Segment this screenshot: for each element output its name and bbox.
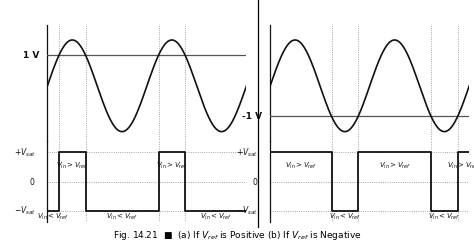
Text: Fig. 14.21  ■  (a) If $V_{ref}$ is Positive (b) If $V_{ref}$ is Negative: Fig. 14.21 ■ (a) If $V_{ref}$ is Positiv… <box>113 229 361 242</box>
Text: 1 V: 1 V <box>23 51 39 60</box>
Text: $V_{in} < V_{ref}$: $V_{in} < V_{ref}$ <box>428 211 460 222</box>
Text: $V_{in} > V_{ref}$: $V_{in} > V_{ref}$ <box>379 161 410 171</box>
Text: $-V_{sat}$: $-V_{sat}$ <box>14 205 36 217</box>
Text: $+V_{sat}$: $+V_{sat}$ <box>237 146 258 159</box>
Text: $V_{in} > V_{ref}$: $V_{in} > V_{ref}$ <box>447 161 474 171</box>
Text: $V_{in} < V_{ref}$: $V_{in} < V_{ref}$ <box>329 211 361 222</box>
Text: $V_{in} < V_{ref}$: $V_{in} < V_{ref}$ <box>37 211 69 222</box>
Text: $V_{in} < V_{ref}$: $V_{in} < V_{ref}$ <box>106 211 138 222</box>
Text: $0$: $0$ <box>29 176 36 187</box>
Text: $+V_{sat}$: $+V_{sat}$ <box>14 146 36 159</box>
Text: $V_{in} > V_{ref}$: $V_{in} > V_{ref}$ <box>56 161 88 171</box>
Text: $V_{in} > V_{ref}$: $V_{in} > V_{ref}$ <box>156 161 188 171</box>
Text: $V_{in} < V_{ref}$: $V_{in} < V_{ref}$ <box>200 211 232 222</box>
Text: -1 V: -1 V <box>242 112 262 121</box>
Text: $V_{in} > V_{ref}$: $V_{in} > V_{ref}$ <box>285 161 317 171</box>
Text: $0$: $0$ <box>252 176 258 187</box>
Text: $-V_{sat}$: $-V_{sat}$ <box>237 205 258 217</box>
